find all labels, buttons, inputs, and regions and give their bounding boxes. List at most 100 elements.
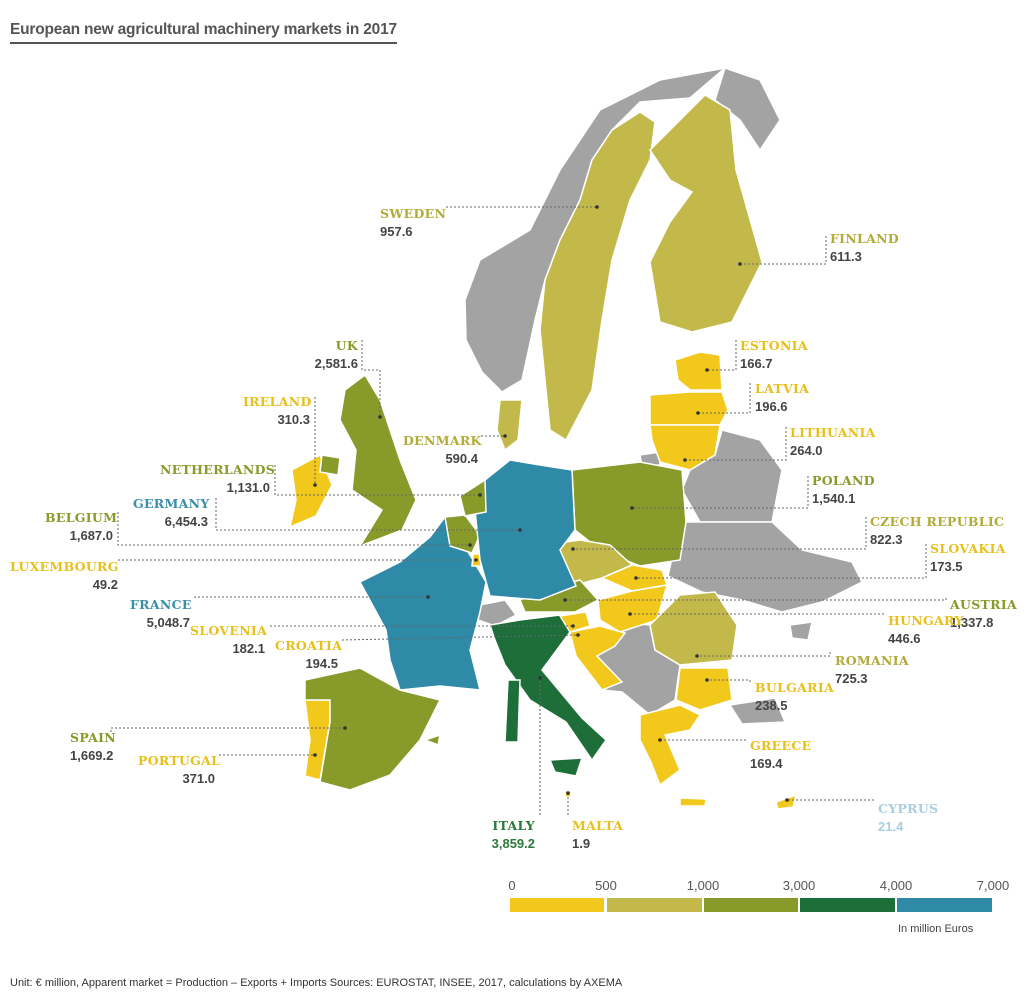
country-value: 166.7 <box>740 356 773 371</box>
label-finland: FINLAND 611.3 <box>830 230 899 266</box>
country-name: BULGARIA <box>755 680 834 695</box>
legend-tick: 7,000 <box>976 878 1010 893</box>
label-romania: ROMANIA 725.3 <box>835 652 909 688</box>
label-czech-republic: CZECH REPUBLIC 822.3 <box>870 513 1004 549</box>
spain-region <box>422 733 441 747</box>
country-value: 182.1 <box>232 641 265 656</box>
germany-region <box>474 459 578 601</box>
country-value: 196.6 <box>755 399 788 414</box>
label-italy: ITALY 3,859.2 <box>490 817 535 853</box>
country-value: 6,454.3 <box>164 514 208 529</box>
country-marker-dot <box>503 434 507 438</box>
label-malta: MALTA 1.9 <box>572 817 623 853</box>
country-name: POLAND <box>812 473 875 488</box>
country-value: 371.0 <box>182 771 215 786</box>
label-lithuania: LITHUANIA 264.0 <box>790 424 876 460</box>
country-value: 1,131.0 <box>226 480 270 495</box>
country-marker-dot <box>705 678 709 682</box>
country-name: FINLAND <box>830 231 900 246</box>
greece-region <box>679 797 707 807</box>
country-name: CZECH REPUBLIC <box>870 514 1005 529</box>
belgium-region <box>444 514 481 554</box>
country-value: 590.4 <box>445 451 478 466</box>
italy-region <box>489 614 607 762</box>
country-value: 1,687.0 <box>69 528 113 543</box>
country-name: BELGIUM <box>45 510 118 525</box>
country-name: LITHUANIA <box>790 425 876 440</box>
label-sweden: SWEDEN 957.6 <box>380 205 446 241</box>
poland-region <box>571 461 687 567</box>
legend-swatch-1000-3000 <box>704 898 798 912</box>
leader-line <box>740 236 827 265</box>
sweden-region <box>539 111 656 442</box>
map-title: European new agricultural machinery mark… <box>10 21 397 44</box>
country-value: 1,337.8 <box>950 615 994 630</box>
country-name: NETHERLANDS <box>160 462 276 477</box>
country-marker-dot <box>658 738 662 742</box>
country-name: CYPRUS <box>878 801 939 816</box>
country-name: FRANCE <box>130 597 192 612</box>
label-uk: UK 2,581.6 <box>310 337 358 373</box>
country-marker-dot <box>595 205 599 209</box>
crimea-region <box>789 621 813 641</box>
turkey-region <box>728 697 787 725</box>
country-marker-dot <box>696 411 700 415</box>
label-poland: POLAND 1,540.1 <box>812 472 875 508</box>
country-name: ESTONIA <box>740 338 808 353</box>
country-value: 446.6 <box>888 631 921 646</box>
country-marker-dot <box>571 547 575 551</box>
country-marker-dot <box>634 576 638 580</box>
country-value: 5,048.7 <box>146 615 190 630</box>
legend-tick: 3,000 <box>782 878 816 893</box>
uk-region <box>319 454 341 476</box>
footer-source-note: Unit: € million, Apparent market = Produ… <box>10 977 623 989</box>
legend-tick: 4,000 <box>879 878 913 893</box>
country-marker-dot <box>628 612 632 616</box>
country-marker-dot <box>630 506 634 510</box>
leader-line <box>573 517 867 550</box>
label-latvia: LATVIA 196.6 <box>755 380 809 416</box>
leader-line <box>636 544 927 579</box>
country-marker-dot <box>576 633 580 637</box>
country-marker-dot <box>738 262 742 266</box>
leader-line <box>117 512 470 546</box>
label-germany: GERMANY 6,454.3 <box>133 495 209 531</box>
slovenia-region <box>558 611 591 633</box>
country-marker-dot <box>683 458 687 462</box>
legend-swatch-4000-7000 <box>897 898 992 912</box>
label-denmark: DENMARK 590.4 <box>403 432 481 468</box>
leader-line <box>215 498 520 531</box>
country-name: CROATIA <box>275 638 343 653</box>
country-name: HUNGARY <box>888 613 964 628</box>
country-name: AUSTRIA <box>950 597 1017 612</box>
legend-tick: 500 <box>595 878 617 893</box>
label-bulgaria: BULGARIA 238.5 <box>755 679 834 715</box>
country-value: 238.5 <box>755 698 788 713</box>
country-value: 1,669.2 <box>70 748 114 763</box>
leader-line <box>707 679 751 682</box>
label-france: FRANCE 5,048.7 <box>130 596 192 632</box>
legend-swatch-500-1000 <box>607 898 702 912</box>
country-value: 49.2 <box>92 577 118 592</box>
country-name: ITALY <box>492 818 535 833</box>
label-spain: SPAIN 1,669.2 <box>70 729 116 765</box>
croatia-region <box>569 625 627 691</box>
label-ireland: IRELAND 310.3 <box>243 393 311 429</box>
romania-region <box>649 591 738 666</box>
country-marker-dot <box>695 654 699 658</box>
country-marker-dot <box>478 493 482 497</box>
country-name: UK <box>335 338 358 353</box>
label-estonia: ESTONIA 166.7 <box>740 337 808 373</box>
legend-unit: In million Euros <box>898 923 974 935</box>
leader-line <box>565 598 947 601</box>
label-slovakia: SLOVAKIA 173.5 <box>930 540 1006 576</box>
country-value: 957.6 <box>380 224 413 239</box>
lithuania-region <box>649 424 721 471</box>
label-portugal: PORTUGAL 371.0 <box>138 752 220 788</box>
country-name: MALTA <box>572 818 624 833</box>
country-marker-dot <box>538 676 542 680</box>
country-marker-dot <box>468 543 472 547</box>
country-marker-dot <box>785 798 789 802</box>
leader-line <box>341 634 579 641</box>
